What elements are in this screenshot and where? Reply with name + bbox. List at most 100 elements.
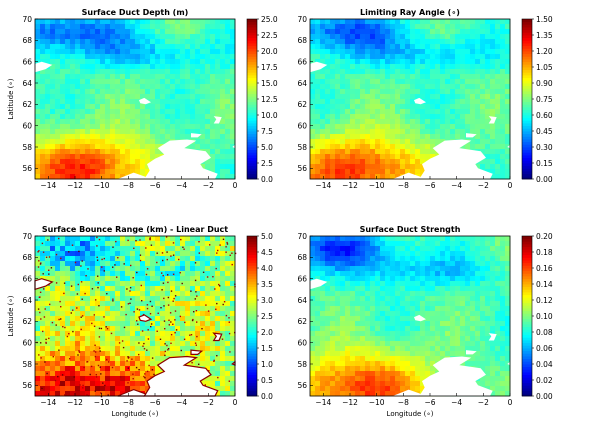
land-mask-6 [507,144,510,149]
heatmap-cell [205,139,211,145]
heatmap-cell [430,69,436,75]
heatmap-cell [320,84,326,90]
colorbar-segment [247,24,257,28]
heatmap-cell [70,134,76,140]
y-tick-label: 60 [22,338,32,347]
speckle-point [178,258,180,261]
heatmap-cell [410,129,416,135]
heatmap-cell [360,271,366,277]
colorbar-segment [522,147,532,151]
heatmap-cell [155,144,161,150]
heatmap-cell [335,84,341,90]
heatmap-cell [225,321,231,327]
heatmap-cell [180,306,186,312]
heatmap-cell [425,49,431,55]
heatmap-cell [110,84,116,90]
heatmap-cell [190,124,196,130]
colorbar-tick-label: 10.0 [261,111,278,120]
heatmap-cell [340,159,346,165]
heatmap-cell [420,144,426,150]
heatmap-cell [165,39,171,45]
heatmap-cell [70,94,76,100]
heatmap-cell [365,149,371,155]
heatmap-cell [105,281,111,287]
heatmap-cell [135,236,141,242]
heatmap-cell [65,331,71,337]
heatmap-cell [80,74,86,80]
chart-panel-2: Limiting Ray Angle (∘)−14 −12 −10 −8 −6 −4 −2 0… [297,8,552,190]
heatmap-cell [220,346,226,352]
heatmap-cell [190,251,196,257]
heatmap-cell [400,59,406,65]
heatmap-cell [120,261,126,267]
heatmap-cell [130,69,136,75]
heatmap-cell [230,129,236,135]
heatmap-cell [180,276,186,282]
heatmap-cell [505,84,511,90]
heatmap-cell [320,266,326,272]
heatmap-cell [495,124,501,130]
heatmap-cell [385,276,391,282]
heatmap-cell [125,326,131,332]
heatmap-cell [505,94,511,100]
heatmap-cell [145,331,151,337]
heatmap-cell [105,266,111,272]
heatmap-cell [380,114,386,120]
heatmap-cell [80,54,86,60]
speckle-point [231,263,233,266]
heatmap-cell [440,74,446,80]
heatmap-cell [330,251,336,257]
heatmap-cell [130,271,136,277]
heatmap-cell [445,261,451,267]
heatmap-cell [365,79,371,85]
heatmap-cell [365,134,371,140]
heatmap-cell [200,99,206,105]
heatmap-cell [500,64,506,70]
heatmap-cell [345,39,351,45]
heatmap-cell [475,251,481,257]
heatmap-cell [185,341,191,347]
heatmap-cell [420,256,426,262]
heatmap-cell [80,109,86,115]
heatmap-cell [340,134,346,140]
heatmap-cell [420,134,426,140]
heatmap-cell [370,149,376,155]
heatmap-cell [310,84,316,90]
heatmap-cell [420,54,426,60]
heatmap-cell [415,104,421,110]
heatmap-cell [115,251,121,257]
speckle-point [58,318,60,321]
heatmap-cell [125,59,131,65]
heatmap-cell [130,266,136,272]
heatmap-cell [135,24,141,30]
heatmap-cell [70,79,76,85]
heatmap-cell [205,336,211,342]
heatmap-cell [215,356,221,362]
speckle-point [100,373,102,375]
heatmap-cell [50,124,56,130]
speckle-point [202,271,205,273]
heatmap-cell [355,124,361,130]
heatmap-cell [160,341,166,347]
heatmap-cell [45,129,51,135]
heatmap-cell [325,174,331,180]
heatmap-cell [370,246,376,252]
heatmap-cell [90,169,96,175]
heatmap-cell [205,94,211,100]
heatmap-cell [220,251,226,257]
heatmap-cell [135,64,141,70]
heatmap-cell [90,174,96,180]
heatmap-cell [315,84,321,90]
heatmap-cell [425,129,431,135]
heatmap-cell [45,164,51,170]
heatmap-cell [80,271,86,277]
colorbar-tick-label: 12.5 [261,95,278,104]
heatmap-cell [105,79,111,85]
heatmap-cell [225,361,231,367]
heatmap-cell [330,246,336,252]
heatmap-cell [40,361,46,367]
heatmap-cell [120,351,126,357]
heatmap-cell [90,351,96,357]
heatmap-cell [200,256,206,262]
heatmap-cell [420,281,426,287]
